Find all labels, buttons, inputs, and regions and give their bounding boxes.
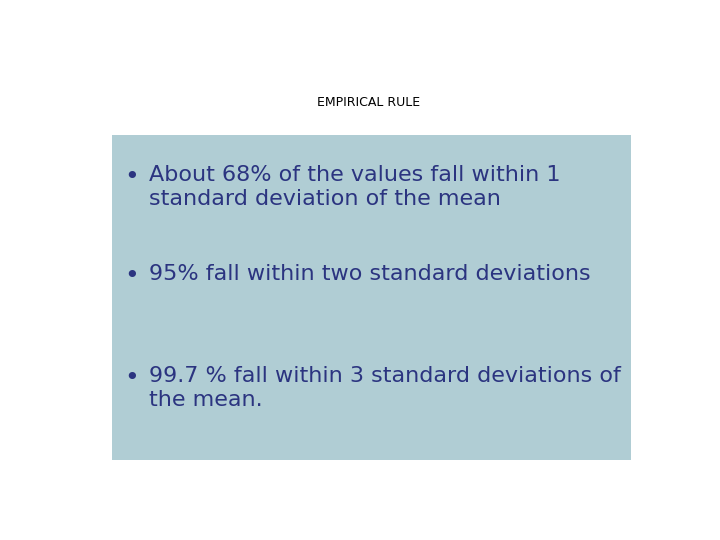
Text: •: • — [125, 366, 139, 390]
Text: 99.7 % fall within 3 standard deviations of
the mean.: 99.7 % fall within 3 standard deviations… — [148, 366, 621, 410]
Text: EMPIRICAL RULE: EMPIRICAL RULE — [318, 96, 420, 109]
Text: •: • — [125, 265, 139, 288]
Text: 95% fall within two standard deviations: 95% fall within two standard deviations — [148, 265, 590, 285]
Text: •: • — [125, 165, 139, 188]
Text: About 68% of the values fall within 1
standard deviation of the mean: About 68% of the values fall within 1 st… — [148, 165, 560, 208]
FancyBboxPatch shape — [112, 136, 631, 460]
